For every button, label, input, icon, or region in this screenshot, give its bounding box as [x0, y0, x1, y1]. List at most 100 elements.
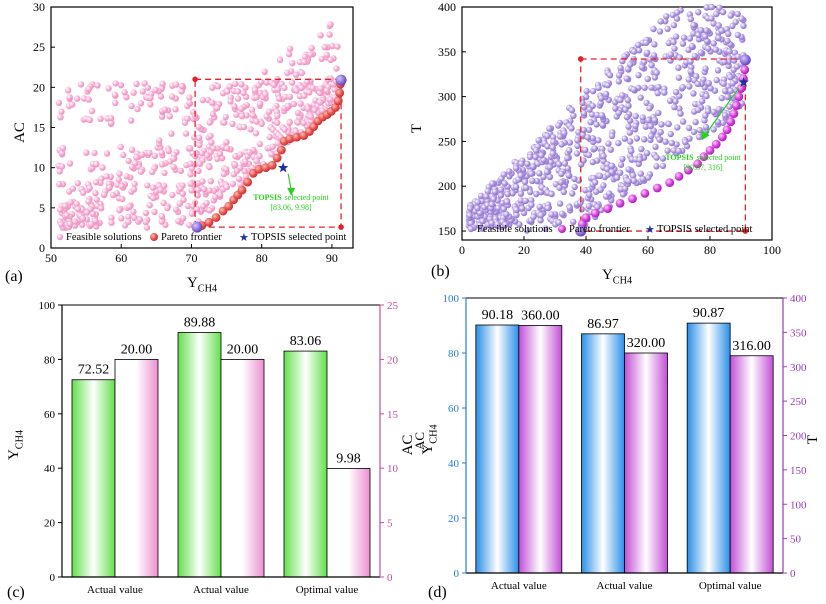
feasible-point: [582, 146, 589, 154]
feasible-point: [58, 221, 65, 228]
feasible-point: [714, 67, 722, 74]
feasible-point: [117, 82, 125, 89]
bar-value-label: 20.00: [227, 342, 259, 357]
feasible-point: [118, 182, 126, 190]
annotation-arrow: [287, 173, 292, 190]
corner-point: [577, 56, 584, 62]
feasible-point: [679, 83, 686, 91]
feasible-point: [606, 190, 613, 197]
y-tick-label: 400: [438, 0, 456, 14]
pareto-endpoint: [191, 221, 203, 233]
feasible-point: [251, 87, 259, 94]
feasible-point: [703, 4, 710, 11]
feasible-point: [132, 160, 139, 167]
category-label: Actual value: [597, 580, 653, 592]
feasible-point: [653, 154, 660, 161]
feasible-point: [229, 120, 236, 128]
feasible-point: [123, 173, 130, 180]
left-tick-label: 0: [454, 568, 460, 580]
feasible-point: [696, 126, 703, 134]
feasible-point: [615, 139, 622, 147]
feasible-point: [214, 155, 221, 163]
feasible-point: [665, 120, 672, 128]
feasible-point: [695, 31, 702, 39]
feasible-point: [488, 219, 495, 227]
feasible-point: [58, 163, 66, 170]
feasible-point: [178, 88, 185, 95]
feasible-point: [718, 27, 725, 34]
left-tick-label: 60: [448, 403, 460, 415]
feasible-point: [501, 180, 508, 187]
feasible-point: [79, 215, 87, 222]
feasible-point: [483, 193, 490, 200]
x-axis-label-main: Y: [187, 275, 198, 291]
feasible-point: [645, 174, 652, 181]
feasible-point: [672, 33, 680, 40]
bar-value-label: 83.06: [290, 334, 322, 349]
feasible-point: [644, 75, 651, 83]
feasible-point: [188, 210, 196, 217]
feasible-point: [646, 105, 653, 112]
feasible-point: [157, 93, 165, 100]
feasible-point: [240, 123, 248, 131]
feasible-point: [715, 22, 722, 29]
feasible-point: [196, 141, 203, 149]
feasible-point: [571, 175, 578, 183]
legend-topsis: TOPSIS selected point: [657, 224, 753, 235]
feasible-point: [142, 218, 149, 226]
feasible-point: [535, 137, 542, 144]
x-tick-label: 0: [459, 243, 465, 257]
feasible-point: [164, 204, 171, 212]
feasible-point: [93, 160, 100, 168]
feasible-point: [578, 206, 585, 213]
legend-feasible-marker: [467, 225, 475, 233]
feasible-point: [92, 189, 99, 197]
feasible-point: [537, 212, 545, 219]
feasible-point: [231, 103, 238, 110]
feasible-point: [134, 105, 141, 113]
feasible-point: [329, 42, 336, 50]
category-label: Optimal value: [296, 584, 359, 596]
feasible-point: [63, 212, 70, 219]
pareto-point: [731, 101, 741, 110]
feasible-point: [252, 130, 260, 137]
feasible-point: [617, 64, 624, 72]
feasible-point: [176, 200, 183, 207]
feasible-point: [695, 106, 702, 114]
feasible-point: [692, 118, 699, 126]
feasible-point: [580, 110, 588, 117]
feasible-point: [222, 166, 230, 173]
feasible-point: [537, 217, 544, 224]
feasible-point: [690, 21, 697, 29]
feasible-point: [619, 92, 626, 99]
feasible-point: [727, 12, 734, 19]
feasible-point: [670, 22, 678, 29]
feasible-point: [710, 108, 717, 116]
feasible-point: [667, 51, 674, 58]
feasible-point: [729, 22, 736, 30]
feasible-point: [701, 117, 708, 124]
panel-label-c: (c): [7, 584, 25, 601]
feasible-point: [702, 33, 709, 40]
feasible-point: [667, 130, 674, 138]
feasible-point: [234, 88, 242, 95]
feasible-point: [675, 74, 683, 81]
feasible-point: [625, 178, 632, 185]
feasible-point: [615, 72, 623, 79]
bar-left: [177, 332, 222, 578]
feasible-point: [307, 51, 314, 58]
feasible-point: [292, 71, 300, 78]
feasible-point: [623, 113, 631, 121]
feasible-point: [627, 138, 634, 145]
left-axis-label-main: Y: [420, 444, 436, 455]
feasible-point: [298, 69, 306, 77]
feasible-point: [686, 83, 693, 90]
feasible-point: [672, 88, 680, 96]
feasible-point: [619, 191, 627, 198]
feasible-point: [555, 161, 563, 168]
feasible-point: [112, 80, 119, 87]
feasible-point: [298, 84, 305, 92]
feasible-point: [549, 150, 556, 157]
feasible-point: [323, 87, 330, 94]
feasible-point: [168, 93, 176, 100]
